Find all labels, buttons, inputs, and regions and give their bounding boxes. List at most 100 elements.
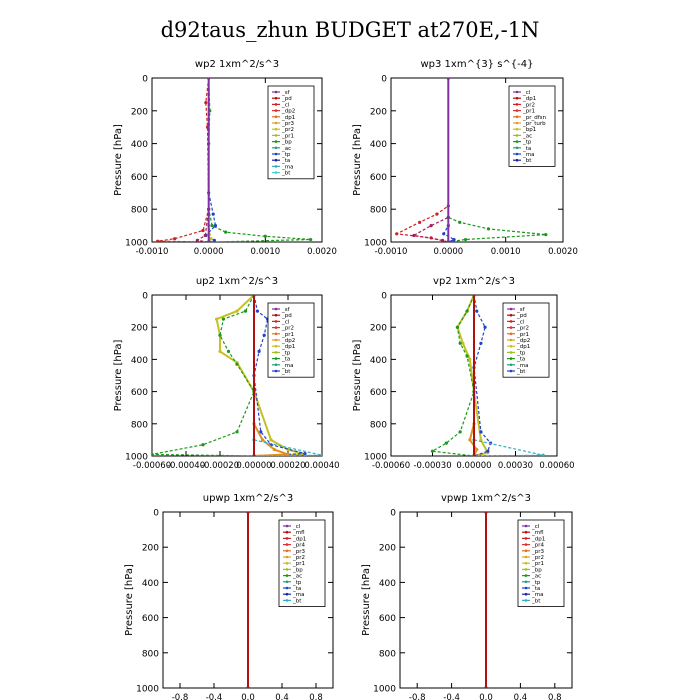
legend-marker: [515, 158, 519, 162]
legend-marker: [509, 351, 513, 354]
legend-label: _mfl: [292, 530, 305, 536]
legend-label: _tp: [292, 580, 302, 586]
legend: _sf_pd_cl_pr2_pr1_dp2_dp1_tp_ta_ma_bt: [267, 302, 315, 378]
x-tick-label: 0.0020: [307, 247, 337, 257]
legend-marker: [285, 592, 289, 596]
series-point: [255, 309, 259, 313]
legend-label: _pr1: [531, 561, 544, 567]
legend-label: _sf: [516, 307, 526, 313]
series-point: [201, 228, 205, 233]
legend-label: _sf: [281, 90, 291, 96]
legend-label: _dp1: [281, 115, 295, 121]
legend-marker: [285, 561, 289, 565]
legend-marker: [524, 524, 528, 528]
legend-label: _cl: [281, 102, 290, 108]
series-point: [463, 237, 468, 242]
y-tick-label: 400: [142, 579, 159, 589]
series-point: [458, 430, 462, 434]
x-tick-label: -0.8: [409, 693, 426, 700]
y-tick-label: 200: [142, 544, 159, 554]
x-tick-label: 0.00060: [539, 461, 574, 471]
series-point: [452, 237, 456, 242]
legend-label: _tp: [516, 350, 526, 356]
legend-box: [267, 85, 315, 180]
x-tick-label: -0.0010: [136, 247, 169, 257]
legend-marker: [274, 338, 278, 342]
legend-marker: [509, 326, 513, 329]
legend-label: _bt: [281, 369, 291, 375]
series-point: [221, 317, 225, 321]
legend-label: _tp: [281, 350, 291, 356]
y-axis-label: Pressure [hPa]: [113, 124, 124, 196]
series-line-pr1: [208, 78, 212, 242]
legend-marker: [274, 363, 278, 367]
y-tick-label: 800: [131, 206, 148, 216]
y-tick-label: 0: [142, 75, 148, 85]
legend-label: _pr_dfsn: [522, 115, 547, 121]
legend-marker: [515, 127, 519, 131]
series-point: [461, 341, 465, 345]
legend-label: _ac: [531, 574, 541, 580]
legend-label: _ta: [292, 586, 301, 592]
legend-marker: [509, 332, 513, 336]
legend: _cl_dp1_pr2_pr1_pr_dfsn_pr_turb_bp1_ac_t…: [508, 85, 556, 167]
legend-marker: [515, 96, 519, 100]
legend-label: _pr3: [281, 121, 295, 127]
legend-marker: [524, 574, 528, 577]
series-point: [395, 232, 399, 236]
legend-marker: [274, 326, 278, 329]
series-point: [224, 230, 228, 234]
series-point: [246, 686, 250, 688]
legend-label: _cl: [531, 524, 540, 530]
series-point: [541, 453, 545, 456]
legend-label: _ma: [281, 164, 293, 170]
legend-label: _dp2: [516, 338, 530, 344]
legend-label: _pr1: [522, 109, 535, 115]
legend-label: _ta: [281, 158, 290, 164]
series-point: [246, 512, 250, 514]
legend-label: _bt: [292, 598, 302, 604]
legend-label: _bt: [531, 598, 541, 604]
legend-label: _ac: [522, 133, 532, 139]
y-tick-label: 200: [131, 107, 148, 117]
legend-label: _pd: [516, 313, 527, 319]
series-point: [252, 454, 256, 456]
series-point: [207, 78, 211, 80]
legend-label: _dp2: [281, 109, 295, 115]
legend-label: _sf: [281, 307, 291, 313]
series-point: [472, 454, 476, 456]
y-tick-label: 200: [370, 107, 387, 117]
series-point: [218, 349, 222, 353]
legend-marker: [524, 592, 528, 596]
series-point: [272, 447, 276, 452]
legend-marker: [515, 109, 519, 112]
legend-label: _ta: [531, 586, 540, 592]
x-tick-label: 0.0000: [433, 247, 463, 257]
legend-label: _ta: [281, 357, 290, 363]
legend-marker: [274, 369, 278, 373]
series-point: [475, 309, 479, 313]
legend-label: _pr1: [281, 133, 294, 139]
legend-marker: [515, 140, 519, 143]
x-tick-label: 0.0010: [491, 247, 521, 257]
panel-4: vp2 1xm^2/s^3 0 200 400 600 800 1000-0.00060 -0…: [352, 276, 575, 471]
legend: _sf_pd_cl_dp2_dp1_pr3_pr2_pr1_bp_ac_tp_t…: [267, 85, 315, 180]
y-tick-label: 600: [131, 388, 148, 398]
legend-label: _dp1: [522, 96, 536, 102]
series-point: [309, 237, 313, 242]
x-tick-label: -0.4: [206, 693, 223, 700]
x-tick-label: 0.0: [241, 693, 255, 700]
y-tick-label: 800: [142, 649, 159, 659]
y-tick-label: 800: [370, 420, 387, 430]
series-point: [173, 237, 177, 241]
y-tick-label: 0: [381, 292, 387, 302]
x-tick-label: -0.00060: [372, 461, 410, 471]
legend-label: _dp2: [281, 338, 295, 344]
legend-label: _dp1: [531, 536, 545, 542]
legend-label: _pr3: [292, 549, 306, 555]
x-tick-label: 0.0: [479, 693, 493, 700]
series-point: [210, 224, 214, 228]
series-point: [320, 453, 322, 456]
y-tick-label: 800: [131, 420, 148, 430]
x-tick-label: -0.00040: [167, 461, 205, 471]
